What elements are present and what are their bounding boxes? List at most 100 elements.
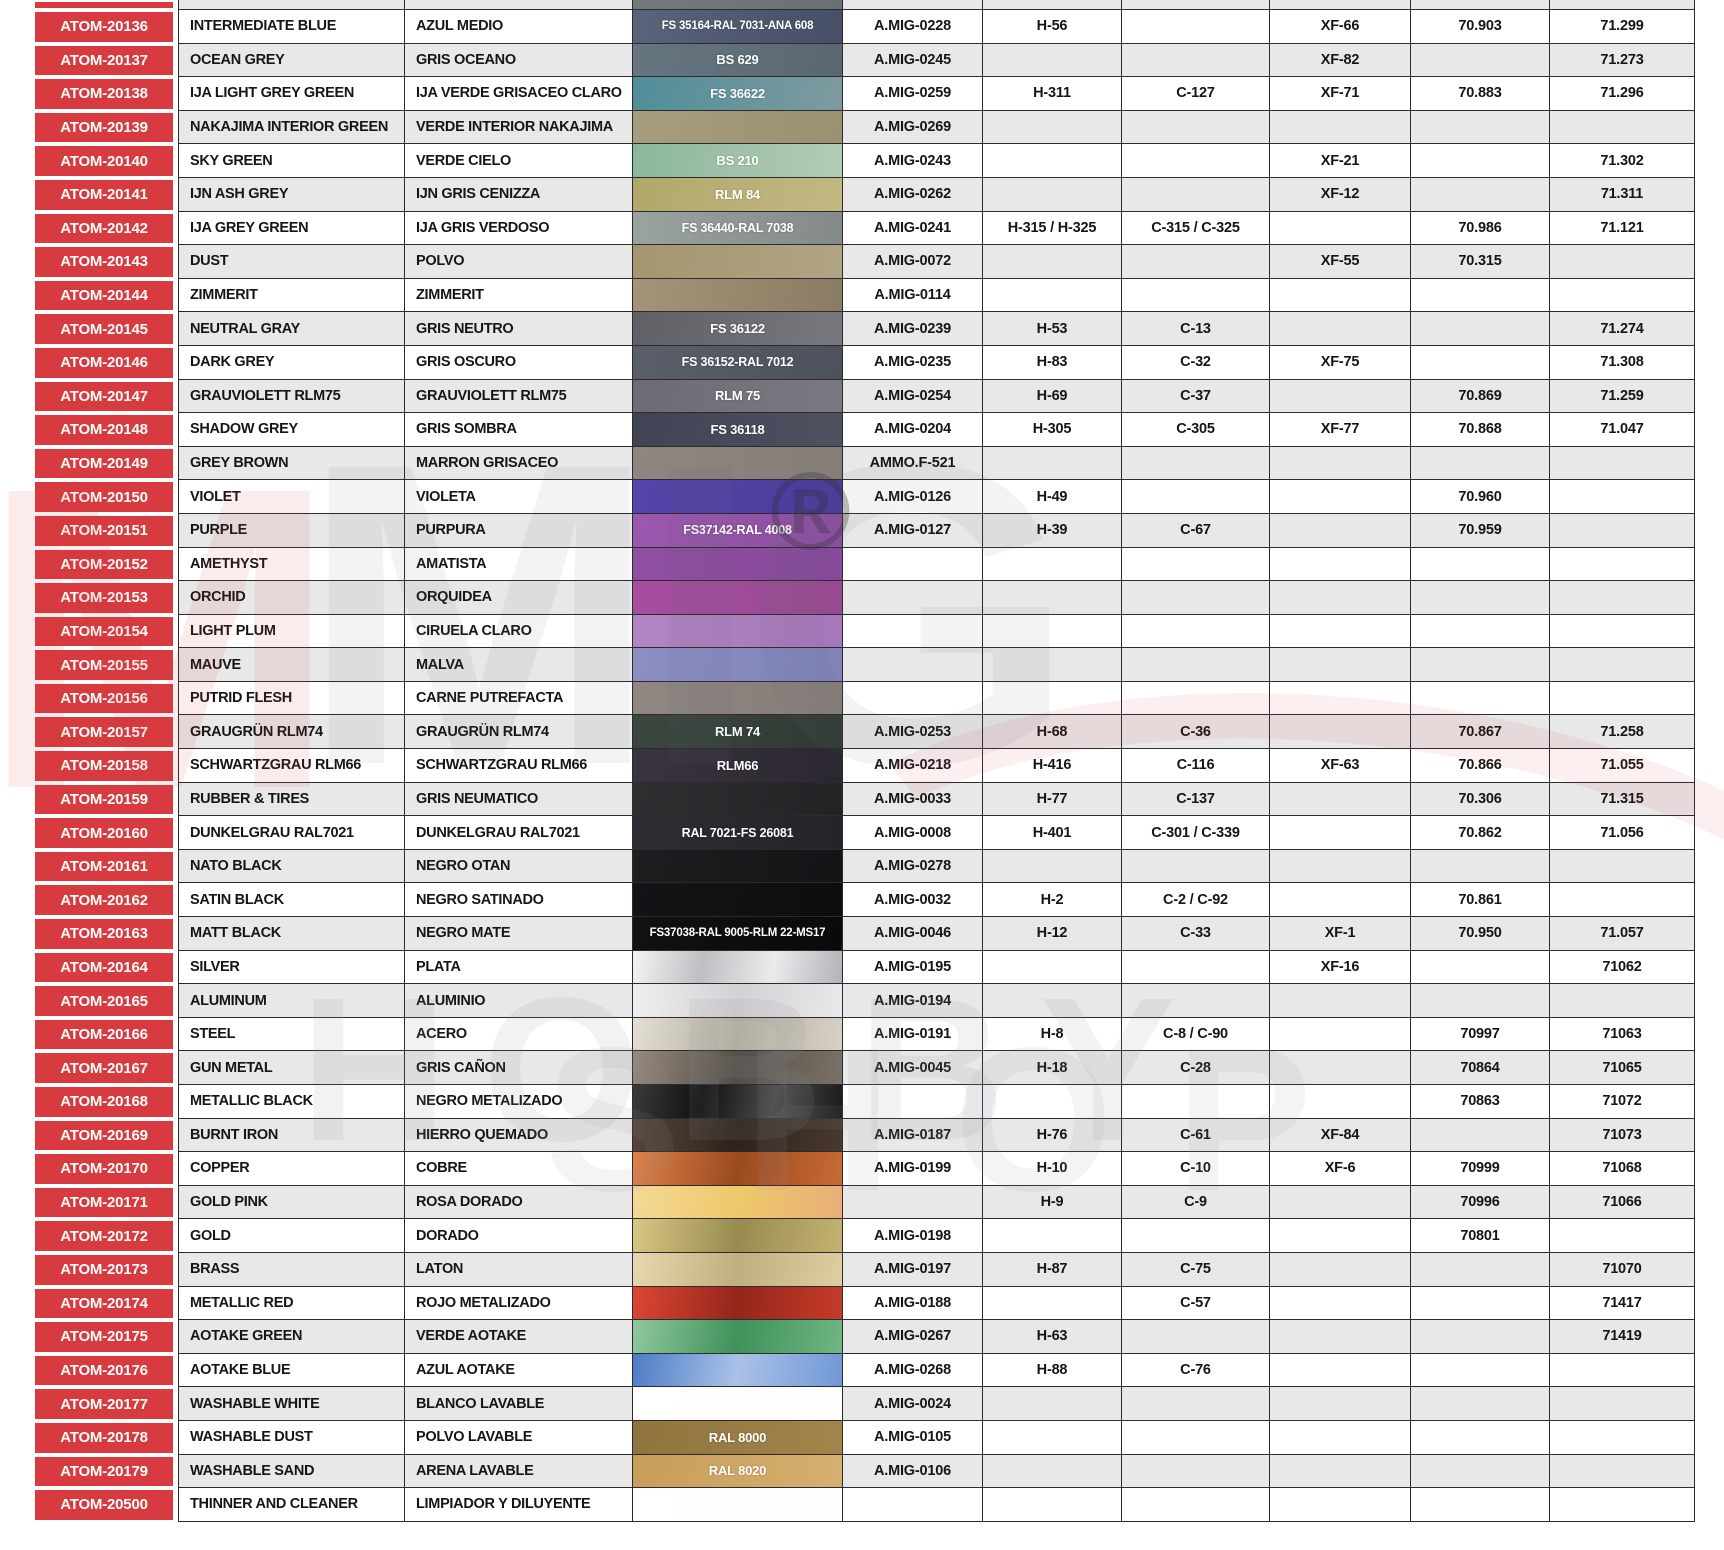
color-swatch: FS 36440-RAL 7038 — [633, 211, 843, 246]
swatch-standard-label: RAL 8020 — [708, 1463, 767, 1479]
spanish-name-cell-label: ARENA LAVABLE — [416, 1462, 534, 1479]
vallejo71-cell — [1550, 446, 1695, 481]
atom-code-cell: ATOM-20160 — [35, 816, 178, 850]
vallejo71-cell — [1550, 480, 1695, 514]
color-swatch — [633, 110, 843, 145]
vallejo70-cell — [1411, 345, 1550, 380]
h-ref-cell-label: H-49 — [1036, 488, 1068, 505]
h-ref-cell: H-39 — [983, 513, 1122, 548]
english-name-cell: OCEAN GREY — [178, 43, 405, 78]
vallejo70-cell: 70.315 — [1411, 245, 1550, 279]
atom-code-cell: ATOM-20137 — [35, 43, 178, 78]
atom-code-badge: ATOM-20170 — [35, 1154, 173, 1184]
atom-code-badge: ATOM-20152 — [35, 549, 173, 580]
ammo-ref-cell: A.MIG-0235 — [843, 345, 983, 380]
ammo-ref-cell: A.MIG-0024 — [843, 1387, 983, 1421]
spanish-name-cell: AZUL MEDIO — [405, 10, 633, 44]
table-row: ATOM-20154 LIGHT PLUM CIRUELA CLARO — [35, 614, 1695, 649]
ammo-ref-cell: A.MIG-0254 — [843, 379, 983, 414]
spanish-name-cell: ORQUIDEA — [405, 581, 633, 615]
ammo-ref-cell-label: A.MIG-0241 — [874, 219, 951, 236]
table-row: ATOM-20500 THINNER AND CLEANER LIMPIADOR Y… — [35, 1488, 1695, 1522]
ammo-ref-cell-label: A.MIG-0239 — [874, 320, 951, 337]
spanish-name-cell: MALVA — [405, 648, 633, 682]
spanish-name-cell-label: LIMPIADOR Y DILUYENTE — [416, 1496, 591, 1513]
vallejo71-cell — [1550, 984, 1695, 1018]
ammo-ref-cell — [843, 614, 983, 649]
swatch-standard-label: RLM 74 — [714, 724, 761, 740]
vallejo71-cell: 71.299 — [1550, 10, 1695, 44]
swatch-standard-label: FS 36122 — [710, 321, 765, 337]
xf-ref-cell — [1270, 1420, 1411, 1455]
vallejo70-cell-label: 70.869 — [1458, 387, 1502, 404]
vallejo70-cell — [1411, 950, 1550, 985]
vallejo71-cell: 71.259 — [1550, 379, 1695, 414]
vallejo70-cell-label: 70996 — [1460, 1194, 1500, 1211]
english-name-cell: SATIN BLACK — [178, 883, 405, 918]
ammo-ref-cell-label: A.MIG-0253 — [874, 723, 951, 740]
ammo-ref-cell: A.MIG-0045 — [843, 1051, 983, 1085]
english-name-cell: DUST — [178, 245, 405, 279]
xf-ref-cell — [1270, 581, 1411, 615]
vallejo71-cell: 71.296 — [1550, 77, 1695, 111]
swatch-standard-label: BS 629 — [716, 52, 759, 68]
h-ref-cell: H-87 — [983, 1252, 1122, 1287]
atom-code-cell: ATOM-20159 — [35, 782, 178, 817]
color-swatch — [633, 950, 843, 985]
spanish-name-cell-label: ALUMINIO — [416, 992, 486, 1009]
c-ref-cell-label: C-315 / C-325 — [1151, 219, 1240, 236]
ammo-ref-cell-label: A.MIG-0269 — [874, 119, 951, 136]
table-row: ATOM-20140 SKY GREEN VERDE CIELO BS 210 A.MI… — [35, 144, 1695, 178]
ammo-ref-cell: A.MIG-0191 — [843, 1017, 983, 1052]
spanish-name-cell: GRIS NEUTRO — [405, 312, 633, 346]
english-name-cell-label: THINNER AND CLEANER — [190, 1496, 358, 1513]
color-swatch — [633, 446, 843, 481]
vallejo71-cell-label: 71065 — [1602, 1059, 1642, 1076]
c-ref-cell — [1122, 0, 1270, 10]
xf-ref-cell-label: XF-16 — [1320, 958, 1360, 975]
xf-ref-cell: XF-84 — [1270, 1118, 1411, 1153]
english-name-cell-label: LIGHT PLUM — [190, 622, 276, 639]
h-ref-cell: H-12 — [983, 917, 1122, 951]
c-ref-cell-label: C-67 — [1180, 522, 1211, 539]
table-row: ATOM-20148 SHADOW GREY GRIS SOMBRA FS 36118… — [35, 413, 1695, 447]
h-ref-cell — [983, 43, 1122, 78]
c-ref-cell-label: C-137 — [1176, 790, 1215, 807]
color-swatch: BS 629 — [633, 43, 843, 78]
vallejo70-cell: 70.306 — [1411, 782, 1550, 817]
h-ref-cell: H-10 — [983, 1152, 1122, 1186]
spanish-name-cell: IJA GRIS VERDOSO — [405, 211, 633, 246]
swatch-standard-label: BS 210 — [716, 153, 759, 169]
ammo-ref-cell: A.MIG-0072 — [843, 245, 983, 279]
table-row: ATOM-20174 METALLIC RED ROJO METALIZADO A.M… — [35, 1286, 1695, 1321]
english-name-cell: GOLD — [178, 1219, 405, 1253]
h-ref-cell — [983, 1488, 1122, 1522]
swatch-standard-label: FS37142-RAL 4008 — [683, 523, 792, 538]
english-name-cell-label: NAKAJIMA INTERIOR GREEN — [190, 119, 388, 136]
c-ref-cell: C-301 / C-339 — [1122, 816, 1270, 850]
vallejo71-cell: 71.047 — [1550, 413, 1695, 447]
english-name-cell-label: SCHWARTZGRAU RLM66 — [190, 757, 362, 774]
ammo-ref-cell-label: A.MIG-0204 — [874, 421, 951, 438]
spanish-name-cell: COBRE — [405, 1152, 633, 1186]
atom-code-badge: ATOM-20148 — [35, 415, 173, 445]
table-row: ATOM-20162 SATIN BLACK NEGRO SATINADO A.MIG… — [35, 883, 1695, 918]
english-name-cell — [178, 0, 405, 10]
spanish-name-cell-label: COBRE — [416, 1160, 467, 1177]
spanish-name-cell: AMATISTA — [405, 547, 633, 582]
vallejo71-cell: 71.274 — [1550, 312, 1695, 346]
atom-code-badge: ATOM-20175 — [35, 1322, 173, 1352]
ammo-ref-cell-label: A.MIG-0243 — [874, 152, 951, 169]
c-ref-cell-label: C-9 — [1184, 1194, 1207, 1211]
english-name-cell: GREY BROWN — [178, 446, 405, 481]
vallejo71-cell — [1550, 0, 1695, 10]
c-ref-cell: C-116 — [1122, 749, 1270, 783]
conversion-table: ATOM-20136 INTERMEDIATE BLUE AZUL MEDIO FS … — [35, 0, 1695, 1522]
swatch-standard-label: FS 36152-RAL 7012 — [681, 355, 794, 370]
english-name-cell-label: AOTAKE BLUE — [190, 1362, 291, 1379]
ammo-ref-cell: A.MIG-0269 — [843, 110, 983, 145]
vallejo71-cell-label: 71.296 — [1600, 85, 1644, 102]
xf-ref-cell — [1270, 379, 1411, 414]
h-ref-cell-label: H-401 — [1032, 824, 1072, 841]
